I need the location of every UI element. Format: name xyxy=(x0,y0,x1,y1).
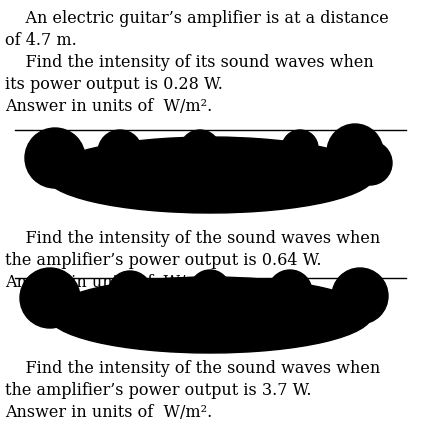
Circle shape xyxy=(332,268,388,324)
Text: An electric guitar’s amplifier is at a distance: An electric guitar’s amplifier is at a d… xyxy=(5,10,389,27)
Text: Find the intensity of its sound waves when: Find the intensity of its sound waves wh… xyxy=(5,54,374,71)
Ellipse shape xyxy=(45,137,375,213)
Circle shape xyxy=(20,268,80,328)
Text: Answer in units of  W/m².: Answer in units of W/m². xyxy=(5,274,212,291)
Text: the amplifier’s power output is 3.7 W.: the amplifier’s power output is 3.7 W. xyxy=(5,382,312,399)
Text: Answer in units of  W/m².: Answer in units of W/m². xyxy=(5,404,212,421)
Circle shape xyxy=(108,271,152,315)
Circle shape xyxy=(98,130,142,174)
Text: Find the intensity of the sound waves when: Find the intensity of the sound waves wh… xyxy=(5,230,380,247)
Circle shape xyxy=(327,124,383,180)
Circle shape xyxy=(180,130,220,170)
Text: of 4.7 m.: of 4.7 m. xyxy=(5,32,77,49)
Ellipse shape xyxy=(48,277,372,353)
Text: its power output is 0.28 W.: its power output is 0.28 W. xyxy=(5,76,223,93)
Circle shape xyxy=(25,128,85,188)
Text: the amplifier’s power output is 0.64 W.: the amplifier’s power output is 0.64 W. xyxy=(5,252,322,269)
Text: Find the intensity of the sound waves when: Find the intensity of the sound waves wh… xyxy=(5,360,380,377)
Circle shape xyxy=(348,141,392,185)
Text: Answer in units of  W/m².: Answer in units of W/m². xyxy=(5,98,212,115)
Circle shape xyxy=(268,270,312,314)
Circle shape xyxy=(190,270,230,310)
Circle shape xyxy=(282,130,318,166)
